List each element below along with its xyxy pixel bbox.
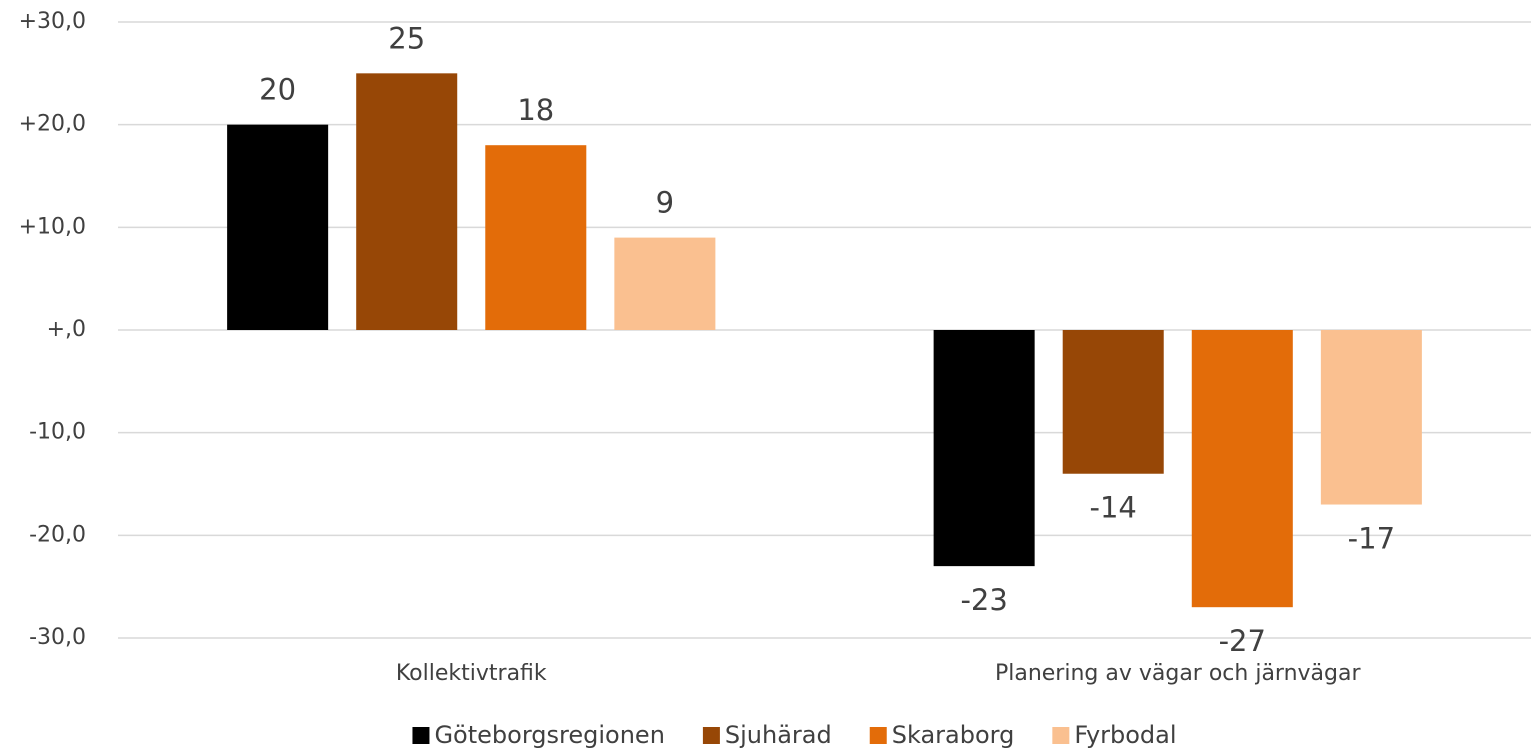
legend-swatch: [702, 727, 720, 744]
legend-swatch: [412, 727, 430, 744]
bar: [356, 73, 458, 330]
bar: [1062, 330, 1164, 474]
data-label: -17: [1348, 522, 1395, 556]
legend-label: Sjuhärad: [725, 721, 832, 749]
bar: [1320, 330, 1422, 505]
bar: [485, 145, 587, 330]
data-label: -23: [960, 583, 1007, 617]
legend-swatch: [869, 727, 887, 744]
data-label: -27: [1219, 624, 1266, 658]
data-label: 20: [259, 73, 296, 107]
legend-label: Fyrbodal: [1074, 721, 1176, 749]
bar: [933, 330, 1035, 567]
y-tick-label: +20,0: [19, 112, 86, 137]
x-tick-label: Kollektivtrafik: [396, 661, 547, 686]
legend: Göteborgsregionen Sjuhärad Skaraborg Fyrbod…: [412, 721, 1177, 749]
data-label: 25: [388, 21, 425, 55]
y-tick-label: -20,0: [29, 522, 86, 547]
y-tick-label: +30,0: [19, 9, 86, 34]
x-tick-label: Planering av vägar och järnvägar: [995, 661, 1362, 686]
y-tick-label: +10,0: [19, 214, 86, 239]
legend-label: Göteborgsregionen: [434, 721, 664, 749]
data-label: -14: [1090, 491, 1137, 525]
bar: [1191, 330, 1293, 608]
data-label: 18: [517, 93, 554, 127]
data-label: 9: [656, 186, 674, 220]
y-tick-label: +,0: [47, 317, 86, 342]
bar: [227, 124, 329, 331]
bar: [614, 237, 716, 330]
y-tick-label: -10,0: [29, 420, 86, 445]
legend-swatch: [1052, 727, 1070, 744]
y-tick-label: -30,0: [29, 625, 86, 650]
legend-label: Skaraborg: [892, 721, 1015, 749]
